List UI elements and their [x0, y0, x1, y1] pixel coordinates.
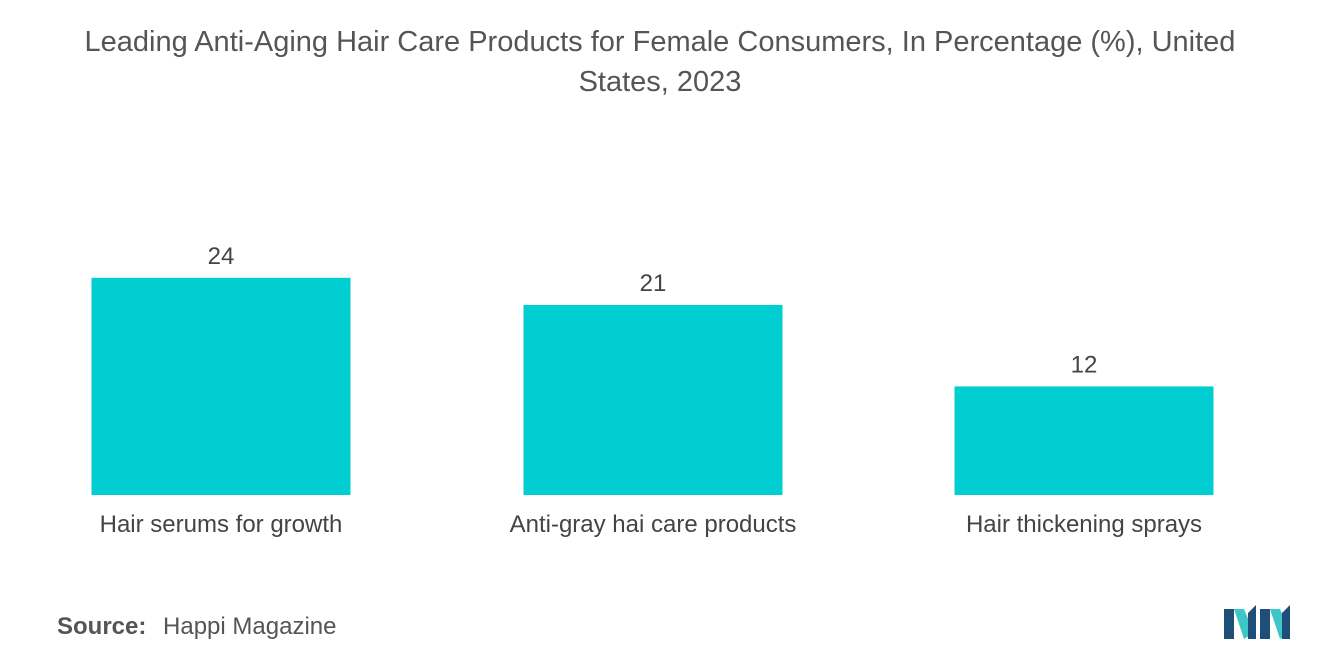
- source-note: Source: Happi Magazine: [57, 613, 336, 641]
- source-label: Source:: [57, 613, 147, 640]
- bar-chart: 24 Hair serums for growth 21 Anti-gray hai …: [91, 243, 1214, 538]
- bar-1: [91, 277, 351, 495]
- brand-logo-icon: [1224, 605, 1290, 639]
- chart-title-line-2: States, 2023: [578, 66, 742, 98]
- value-label-2: 21: [640, 270, 667, 297]
- source-text: Happi Magazine: [163, 613, 337, 640]
- value-label-3: 12: [1071, 351, 1098, 378]
- bar-2: [523, 304, 783, 495]
- chart-title-line-1: Leading Anti-Aging Hair Care Products fo…: [84, 26, 1236, 58]
- category-label-1: Hair serums for growth: [100, 511, 343, 538]
- bar-3: [954, 386, 1214, 495]
- category-label-2: Anti-gray hai care products: [510, 511, 797, 538]
- category-label-3: Hair thickening sprays: [966, 511, 1202, 538]
- value-label-1: 24: [208, 243, 235, 270]
- chart-title: Leading Anti-Aging Hair Care Products fo…: [0, 22, 1320, 102]
